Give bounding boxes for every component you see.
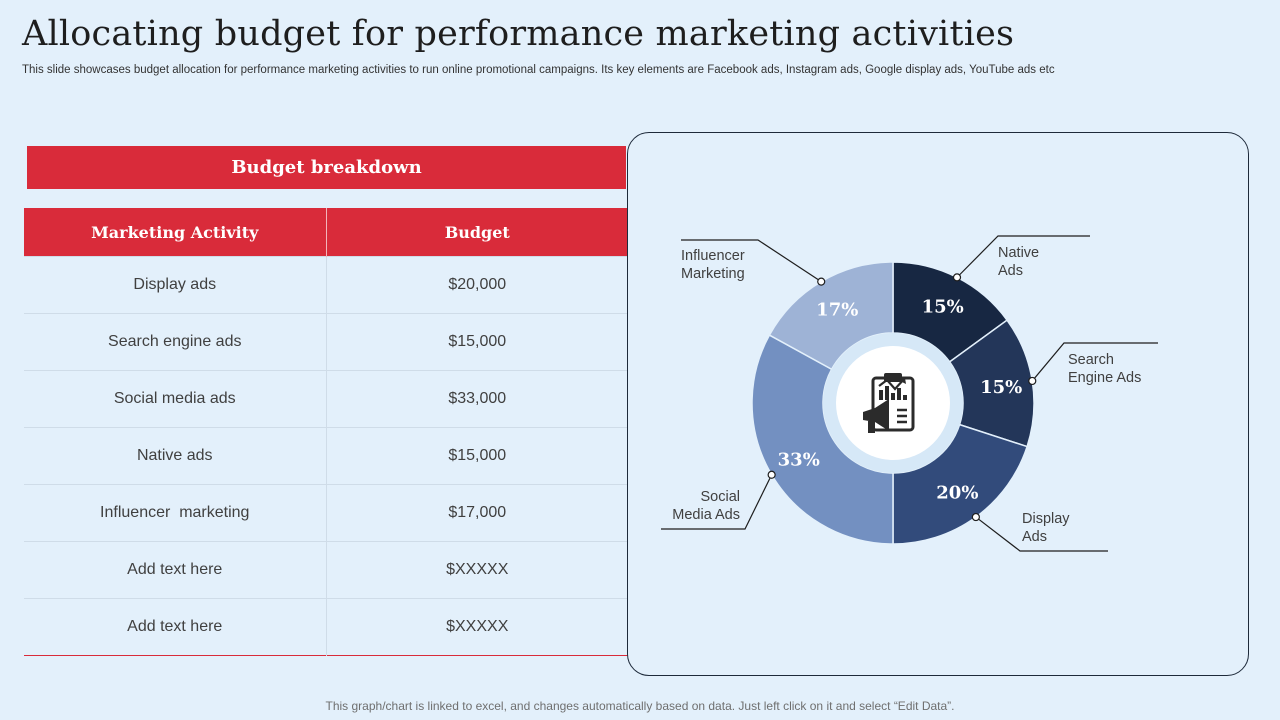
slice-value-label: 15% <box>922 296 964 317</box>
budget-breakdown-banner: Budget breakdown <box>27 146 626 189</box>
callout-label: Engine Ads <box>1068 370 1141 386</box>
page-title: Allocating budget for performance market… <box>22 14 1015 54</box>
table-row: Social media ads $33,000 <box>24 370 628 428</box>
footnote: This graph/chart is linked to excel, and… <box>325 699 955 713</box>
budget-donut-chart[interactable]: 15% 15% 20% 33% 17% Native Ads Search Engine Ad… <box>628 133 1248 675</box>
budget-cell: $XXXXX <box>325 541 628 599</box>
callout-label: Display <box>1022 511 1070 527</box>
budget-cell: $17,000 <box>325 484 628 542</box>
callout-label: Native <box>998 245 1039 261</box>
slice-value-label: 33% <box>778 450 820 471</box>
table-row: Add text here $XXXXX <box>24 541 628 599</box>
callout-label: Marketing <box>681 266 745 282</box>
callout-label: Ads <box>1022 529 1047 545</box>
budget-cell: $XXXXX <box>325 598 628 656</box>
activity-cell: Influencer marketing <box>24 484 326 542</box>
callout-leader-line <box>661 474 773 530</box>
chart-card: 15% 15% 20% 33% 17% Native Ads Search Engine Ad… <box>627 132 1249 676</box>
column-header-budget: Budget <box>325 208 628 257</box>
budget-cell: $20,000 <box>325 256 628 314</box>
callout-label: Social <box>701 489 741 505</box>
activity-cell: Native ads <box>24 427 326 485</box>
table-row: Search engine ads $15,000 <box>24 313 628 371</box>
budget-cell: $15,000 <box>325 313 628 371</box>
activity-cell: Add text here <box>24 598 326 656</box>
callout-dot <box>767 470 776 479</box>
callout-dot <box>971 512 980 522</box>
slice-value-label: 20% <box>936 483 978 504</box>
table-header-row: Marketing Activity Budget <box>24 208 628 257</box>
activity-cell: Add text here <box>24 541 326 599</box>
table-row: Add text here $XXXXX <box>24 598 628 656</box>
callout-leader-line <box>681 239 822 283</box>
callout-leader-line <box>975 516 1108 552</box>
callout-label: Media Ads <box>672 507 740 523</box>
callout-dot <box>817 277 826 286</box>
activity-cell: Search engine ads <box>24 313 326 371</box>
callout-dot <box>1028 376 1037 386</box>
table-row: Native ads $15,000 <box>24 427 628 485</box>
callout-leader-line <box>956 235 1090 278</box>
callout-label: Ads <box>998 263 1023 279</box>
clipboard-megaphone-chart-icon <box>863 373 915 433</box>
budget-cell: $15,000 <box>325 427 628 485</box>
budget-table: Marketing Activity Budget Display ads $2… <box>24 208 628 656</box>
activity-cell: Display ads <box>24 256 326 314</box>
table-row: Influencer marketing $17,000 <box>24 484 628 542</box>
callout-dot <box>952 273 962 282</box>
table-row: Display ads $20,000 <box>24 256 628 314</box>
callout-label: Search <box>1068 352 1114 368</box>
page-subtitle: This slide showcases budget allocation f… <box>22 64 1055 76</box>
slice-value-label: 15% <box>980 377 1022 398</box>
column-header-activity: Marketing Activity <box>24 208 326 257</box>
callout-leader-line <box>1031 342 1158 382</box>
activity-cell: Social media ads <box>24 370 326 428</box>
budget-cell: $33,000 <box>325 370 628 428</box>
slice-value-label: 17% <box>816 300 858 321</box>
callout-label: Influencer <box>681 248 745 264</box>
